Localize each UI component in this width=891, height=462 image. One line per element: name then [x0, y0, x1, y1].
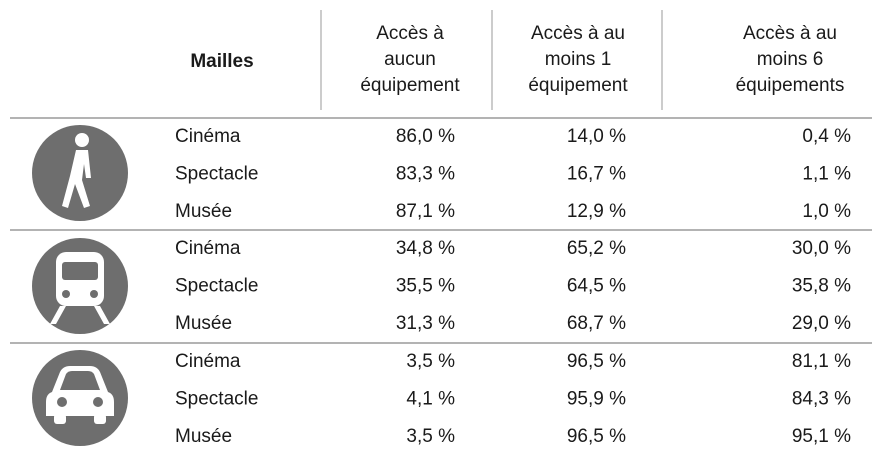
cell-value: 31,3 % — [396, 313, 455, 334]
walk-icon — [32, 125, 128, 221]
cell-value: 64,5 % — [567, 276, 626, 297]
cell-value: 14,0 % — [567, 126, 626, 147]
car-icon — [32, 350, 128, 446]
row-label: Cinéma — [175, 238, 241, 259]
cell-value: 96,5 % — [567, 351, 626, 372]
cell-value: 84,3 % — [792, 389, 851, 410]
cell-value: 96,5 % — [567, 426, 626, 447]
cell-value: 35,8 % — [792, 276, 851, 297]
row-label: Musée — [175, 313, 232, 334]
row-label: Musée — [175, 426, 232, 447]
cell-value: 12,9 % — [567, 201, 626, 222]
cell-value: 16,7 % — [567, 164, 626, 185]
train-icon — [32, 238, 128, 334]
cell-value: 87,1 % — [396, 201, 455, 222]
column-header: équipements — [736, 75, 845, 96]
cell-value: 30,0 % — [792, 238, 851, 259]
row-label: Cinéma — [175, 126, 241, 147]
row-label: Spectacle — [175, 276, 258, 297]
cell-value: 95,1 % — [792, 426, 851, 447]
column-header: Accès à — [376, 23, 444, 44]
column-header: Accès à au — [531, 23, 625, 44]
cell-value: 68,7 % — [567, 313, 626, 334]
cell-value: 1,1 % — [802, 164, 851, 185]
mailles-header: Mailles — [190, 51, 253, 72]
cell-value: 83,3 % — [396, 164, 455, 185]
cell-value: 95,9 % — [567, 389, 626, 410]
column-header: Accès à au — [743, 23, 837, 44]
row-label: Spectacle — [175, 164, 258, 185]
cell-value: 35,5 % — [396, 276, 455, 297]
row-label: Cinéma — [175, 351, 241, 372]
column-header: moins 1 — [545, 49, 612, 70]
column-header: aucun — [384, 49, 436, 70]
cell-value: 1,0 % — [802, 201, 851, 222]
column-header: moins 6 — [757, 49, 824, 70]
cell-value: 81,1 % — [792, 351, 851, 372]
cell-value: 86,0 % — [396, 126, 455, 147]
column-header: équipement — [528, 75, 628, 96]
cell-value: 29,0 % — [792, 313, 851, 334]
cell-value: 3,5 % — [406, 426, 455, 447]
row-label: Musée — [175, 201, 232, 222]
cell-value: 4,1 % — [406, 389, 455, 410]
row-label: Spectacle — [175, 389, 258, 410]
cell-value: 3,5 % — [406, 351, 455, 372]
cell-value: 65,2 % — [567, 238, 626, 259]
cell-value: 34,8 % — [396, 238, 455, 259]
column-header: équipement — [360, 75, 460, 96]
cell-value: 0,4 % — [802, 126, 851, 147]
